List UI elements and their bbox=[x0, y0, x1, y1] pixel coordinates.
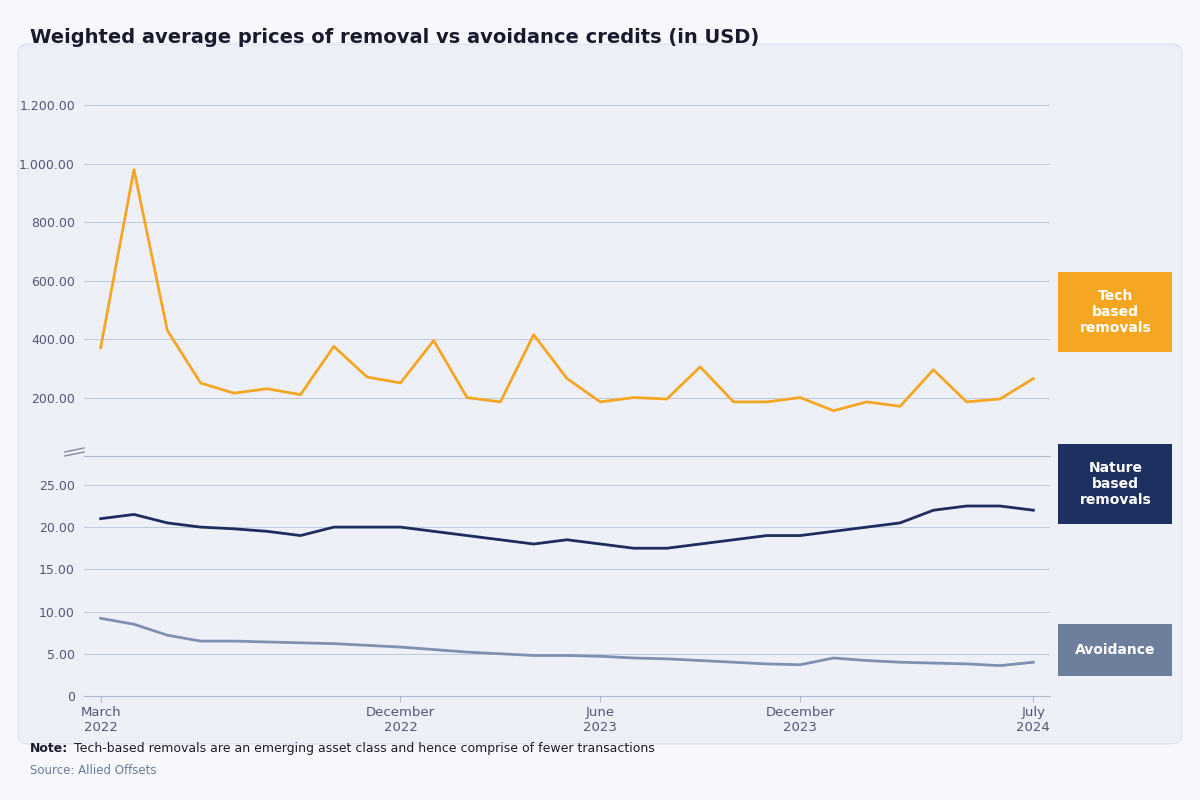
FancyBboxPatch shape bbox=[1049, 620, 1182, 680]
Text: Weighted average prices of removal vs avoidance credits (in USD): Weighted average prices of removal vs av… bbox=[30, 28, 760, 47]
Text: Tech-based removals are an emerging asset class and hence comprise of fewer tran: Tech-based removals are an emerging asse… bbox=[70, 742, 654, 755]
Text: Tech
based
removals: Tech based removals bbox=[1080, 289, 1151, 335]
FancyBboxPatch shape bbox=[1049, 438, 1182, 530]
FancyBboxPatch shape bbox=[1049, 266, 1182, 358]
Text: Note:: Note: bbox=[30, 742, 68, 755]
Text: Nature
based
removals: Nature based removals bbox=[1080, 461, 1151, 507]
Text: Source: Allied Offsets: Source: Allied Offsets bbox=[30, 764, 156, 777]
Text: Avoidance: Avoidance bbox=[1075, 643, 1156, 657]
